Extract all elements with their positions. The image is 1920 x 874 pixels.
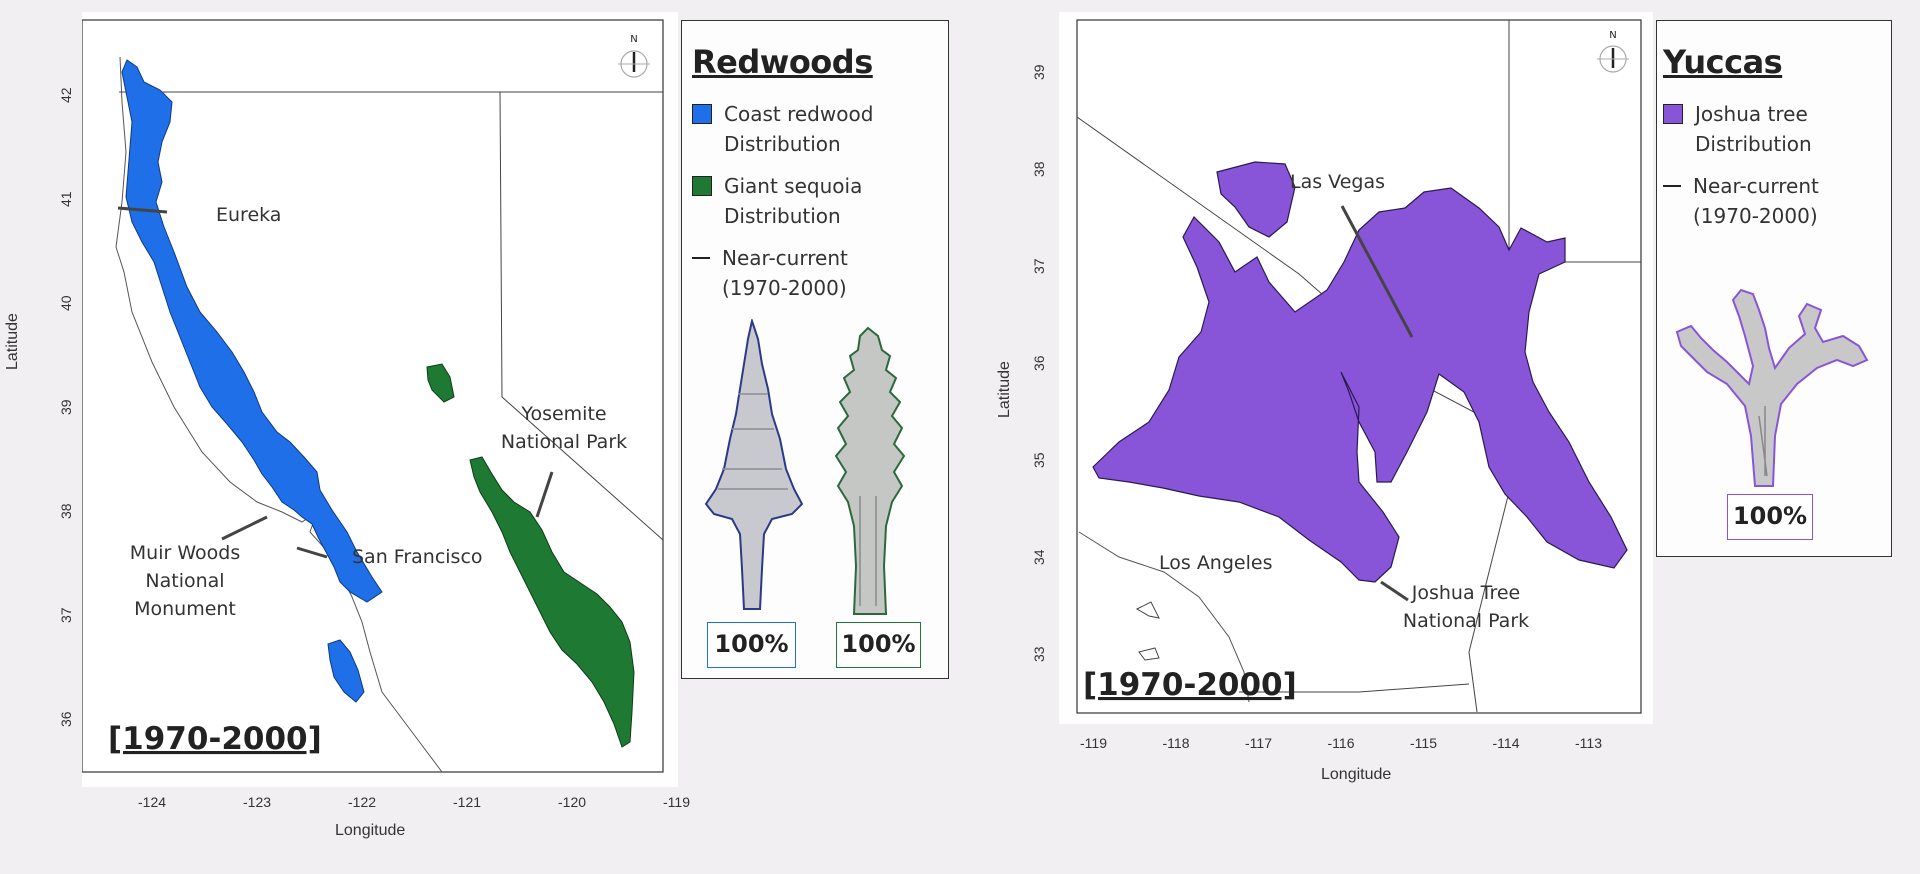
legend-label: Near-current (1970-2000) — [1693, 174, 1819, 228]
giant-sequoia-swatch — [692, 176, 712, 196]
yosemite-label: Yosemite National Park — [501, 403, 627, 453]
giant-sequoia-range — [469, 456, 635, 748]
y-tick-label: 40 — [58, 295, 74, 311]
joshua-percent-badge: 100% — [1727, 494, 1813, 540]
legend-item-coast-redwood: Coast redwood Distribution — [692, 99, 938, 159]
y-tick-label: 36 — [58, 711, 74, 727]
muir-woods-arrow — [221, 515, 268, 541]
coastline — [115, 56, 443, 773]
eureka-arrow — [117, 206, 168, 214]
x-tick-label: -113 — [1575, 735, 1602, 751]
yuccas-legend: Yuccas Joshua tree Distribution Near-cur… — [1656, 20, 1892, 557]
legend-item-joshua-tree: Joshua tree Distribution — [1663, 99, 1885, 159]
redwoods-map-svg: N Eureka San Francisco Muir Woods Nationa… — [81, 19, 664, 773]
x-tick-label: -116 — [1327, 735, 1355, 751]
x-tick-label: -118 — [1162, 735, 1190, 751]
y-tick-label: 41 — [58, 191, 74, 207]
coast-redwood-swatch — [692, 104, 712, 124]
yuccas-map: N Las Vegas Los Angeles Joshua Tree Natio… — [1059, 12, 1653, 724]
los-angeles-label: Los Angeles — [1159, 552, 1272, 574]
legend-title: Yuccas — [1663, 43, 1783, 81]
y-tick-label: 35 — [1031, 452, 1047, 468]
x-tick-label: -117 — [1245, 735, 1272, 751]
sequoia-tree-icon — [834, 326, 906, 615]
legend-item-giant-sequoia: Giant sequoia Distribution — [692, 171, 938, 231]
joshua-tree-range — [1092, 187, 1628, 583]
y-tick-label: 34 — [1031, 549, 1047, 565]
eureka-label: Eureka — [216, 204, 281, 226]
period-label: [1970-2000] — [108, 721, 322, 757]
joshua-tree-icon — [1675, 288, 1869, 487]
joshua-tree-np-arrow — [1380, 580, 1409, 602]
legend-label: Coast redwood Distribution — [724, 102, 874, 156]
x-tick-label: -120 — [558, 794, 587, 810]
nevada-border — [499, 91, 664, 541]
y-tick-label: 39 — [58, 399, 74, 415]
redwoods-legend: Redwoods Coast redwood Distribution Gian… — [681, 20, 949, 679]
redwood-percent-badge: 100% — [707, 622, 796, 668]
north-label: N — [1609, 30, 1616, 41]
x-axis-label: Longitude — [335, 822, 406, 839]
y-tick-label: 42 — [58, 87, 74, 103]
redwoods-map: N Eureka San Francisco Muir Woods Nationa… — [81, 12, 678, 787]
x-tick-label: -123 — [243, 794, 272, 810]
y-tick-label: 37 — [1031, 258, 1047, 274]
san-francisco-label: San Francisco — [352, 546, 483, 568]
north-label: N — [630, 34, 637, 45]
x-tick-label: -121 — [453, 794, 482, 810]
y-tick-label: 39 — [1031, 64, 1047, 80]
legend-label: Joshua tree Distribution — [1695, 102, 1812, 156]
island — [1138, 647, 1160, 661]
y-tick-label: 38 — [1031, 161, 1047, 177]
y-tick-label: 38 — [58, 503, 74, 519]
near-current-line — [1663, 185, 1681, 187]
north-arrow-icon: N — [1597, 30, 1629, 73]
coast-redwood-range-south — [327, 639, 365, 703]
legend-label: Near-current (1970-2000) — [722, 246, 848, 300]
y-axis-label: Latitude — [996, 361, 1013, 418]
yuccas-map-svg: N Las Vegas Los Angeles Joshua Tree Natio… — [1076, 19, 1642, 714]
north-arrow-icon: N — [618, 34, 650, 78]
giant-sequoia-patch-north — [426, 363, 455, 403]
yosemite-arrow — [535, 471, 554, 518]
redwood-tree-icon — [704, 319, 804, 610]
mexico-border — [1239, 683, 1470, 693]
x-tick-label: -115 — [1410, 735, 1437, 751]
joshua-tree-swatch — [1663, 104, 1683, 124]
san-francisco-arrow — [296, 546, 328, 559]
y-tick-label: 33 — [1031, 646, 1047, 662]
y-tick-label: 36 — [1031, 355, 1047, 371]
legend-item-near-current: Near-current (1970-2000) — [692, 243, 938, 303]
y-tick-label: 37 — [58, 607, 74, 623]
x-tick-label: -119 — [663, 794, 690, 810]
island — [1135, 601, 1160, 619]
coast-redwood-range — [121, 59, 383, 603]
legend-label: Giant sequoia Distribution — [724, 174, 863, 228]
near-current-line — [692, 257, 710, 259]
coastline — [1078, 531, 1250, 703]
y-axis-label: Latitude — [4, 313, 21, 370]
x-tick-label: -124 — [138, 794, 167, 810]
legend-item-near-current: Near-current (1970-2000) — [1663, 171, 1885, 231]
x-axis-label: Longitude — [1321, 766, 1392, 783]
joshua-tree-np-label: Joshua Tree National Park — [1403, 582, 1529, 632]
sequoia-percent-badge: 100% — [836, 622, 921, 668]
x-tick-label: -119 — [1080, 735, 1107, 751]
x-tick-label: -114 — [1492, 735, 1520, 751]
x-tick-label: -122 — [348, 794, 377, 810]
period-label: [1970-2000] — [1083, 667, 1297, 703]
joshua-tree-patch-north — [1216, 161, 1296, 238]
legend-title: Redwoods — [692, 43, 873, 81]
las-vegas-label: Las Vegas — [1290, 171, 1385, 193]
muir-woods-label: Muir Woods National Monument — [130, 542, 240, 620]
las-vegas-arrow — [1340, 205, 1414, 338]
